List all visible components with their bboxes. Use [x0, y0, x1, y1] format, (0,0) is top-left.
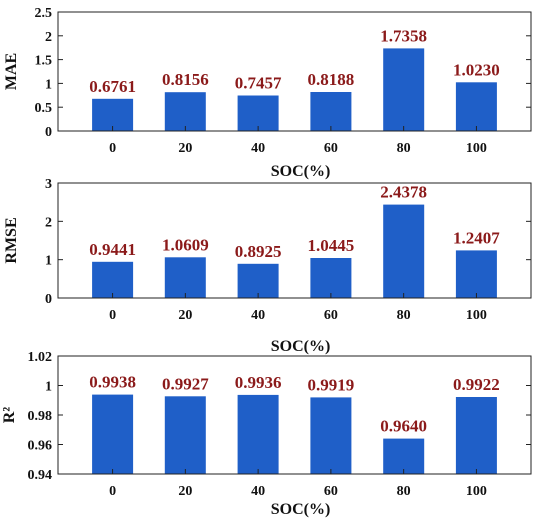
y-tick-label: 2.5	[35, 6, 53, 21]
x-tick-label: 40	[251, 141, 265, 156]
data-label: 0.9441	[89, 240, 136, 259]
data-label: 0.8188	[308, 70, 355, 89]
data-label: 0.9922	[453, 375, 500, 394]
bar	[164, 257, 206, 298]
data-label: 1.0230	[453, 60, 500, 79]
x-tick-label: 100	[466, 308, 487, 323]
x-tick-label: 80	[397, 308, 411, 323]
data-label: 0.9938	[89, 373, 136, 392]
data-label: 2.4378	[380, 183, 427, 202]
y-axis-label: RMSE	[3, 217, 20, 263]
x-axis-label: SOC(%)	[271, 163, 331, 180]
data-label: 1.7358	[380, 26, 427, 45]
y-tick-label: 0.96	[28, 439, 53, 454]
x-tick-label: 60	[324, 484, 338, 499]
x-tick-label: 40	[251, 308, 265, 323]
y-tick-label: 1	[45, 254, 52, 269]
x-tick-label: 20	[178, 484, 192, 499]
y-tick-label: 1	[45, 77, 52, 92]
y-tick-label: 0.5	[35, 101, 53, 116]
bar	[237, 95, 279, 131]
bar	[92, 394, 134, 474]
axes-frame	[57, 182, 532, 299]
bar	[164, 92, 206, 131]
bar	[310, 92, 352, 131]
bar	[383, 48, 425, 131]
data-label: 0.9927	[162, 374, 209, 393]
x-tick-label: 20	[178, 308, 192, 323]
y-axis-label: R²	[1, 407, 18, 424]
bar	[455, 82, 497, 131]
bar	[237, 263, 279, 298]
bar	[310, 397, 352, 474]
x-tick-label: 0	[109, 308, 116, 323]
y-tick-label: 1.5	[35, 54, 53, 69]
bar	[455, 250, 497, 298]
x-tick-label: 80	[397, 141, 411, 156]
x-axis-label: SOC(%)	[271, 338, 331, 355]
y-tick-label: 0	[45, 292, 52, 307]
bar	[164, 396, 206, 474]
y-axis-label: MAE	[3, 53, 20, 90]
y-tick-label: 0.98	[28, 409, 53, 424]
x-tick-label: 0	[109, 141, 116, 156]
chart-panel-2: 0 1 2 3 0 20 40 60 80 100 0.9441 1.0609 0.8925 1.0445…	[3, 177, 532, 355]
x-tick-label: 60	[324, 308, 338, 323]
y-tick-label: 0	[45, 125, 52, 140]
data-label: 1.2407	[453, 228, 500, 247]
x-axis-label: SOC(%)	[271, 501, 331, 518]
x-tick-label: 80	[397, 484, 411, 499]
y-tick-label: 2	[45, 30, 52, 45]
data-label: 0.9640	[380, 417, 427, 436]
bar	[237, 394, 279, 474]
x-tick-label: 100	[466, 141, 487, 156]
bar	[383, 204, 425, 298]
data-label: 0.9919	[308, 375, 355, 394]
data-label: 0.6761	[89, 77, 136, 96]
chart-panel-1: 0 0.5 1 1.5 2 2.5 0 20 40 60 80 100 0.6761 0.8156 0.74…	[3, 6, 532, 180]
y-tick-label: 1.02	[28, 350, 53, 365]
data-label: 0.9936	[235, 373, 282, 392]
data-label: 0.8156	[162, 70, 209, 89]
y-tick-label: 0.94	[28, 468, 53, 483]
data-label: 0.8925	[235, 242, 282, 261]
data-label: 1.0445	[308, 236, 355, 255]
x-tick-label: 60	[324, 141, 338, 156]
x-tick-label: 40	[251, 484, 265, 499]
chart-panel-3: 0.94 0.96 0.98 1 1.02 0 20 40 60 80 100 0.9938 0.992…	[1, 350, 532, 518]
x-tick-label: 100	[466, 484, 487, 499]
axes-frame	[57, 11, 532, 132]
y-tick-label: 2	[45, 215, 52, 230]
bar	[92, 98, 134, 131]
bar	[455, 397, 497, 474]
bar	[383, 438, 425, 474]
y-tick-label: 3	[45, 177, 52, 192]
bar	[310, 258, 352, 298]
data-label: 1.0609	[162, 235, 209, 254]
y-tick-label: 1	[45, 380, 52, 395]
x-tick-label: 20	[178, 141, 192, 156]
bar	[92, 261, 134, 298]
x-tick-label: 0	[109, 484, 116, 499]
data-label: 0.7457	[235, 74, 282, 93]
